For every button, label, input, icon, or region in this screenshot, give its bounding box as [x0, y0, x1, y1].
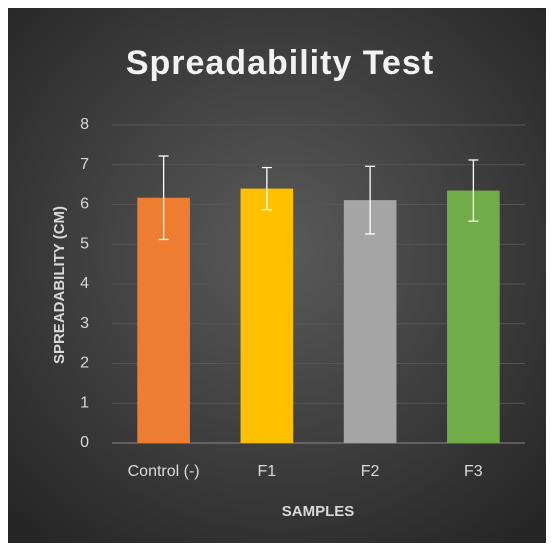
x-tick-label: F3 [464, 463, 483, 480]
y-tick-label: 7 [80, 156, 89, 173]
y-axis-label: SPREADABILITY (CM) [51, 206, 68, 364]
x-tick-label: F1 [258, 463, 277, 480]
chart-title: Spreadability Test [126, 44, 434, 82]
y-tick-label: 6 [80, 196, 89, 213]
x-axis-label: SAMPLES [282, 503, 355, 520]
y-tick-label: 4 [80, 275, 89, 292]
y-tick-label: 0 [80, 434, 89, 451]
x-tick-label: F2 [361, 463, 380, 480]
y-tick-label: 8 [80, 116, 89, 133]
error-bar [261, 166, 272, 211]
y-tick-label: 2 [80, 355, 89, 372]
y-tick-label: 5 [80, 235, 89, 252]
x-tick-label: Control (-) [128, 463, 200, 480]
y-tick-label: 3 [80, 315, 89, 332]
error-bar [468, 159, 479, 222]
bar [240, 188, 294, 443]
bar [343, 200, 397, 443]
error-bar [158, 155, 169, 241]
bar [447, 190, 500, 443]
y-tick-label: 1 [80, 394, 89, 411]
error-bar [365, 165, 376, 235]
